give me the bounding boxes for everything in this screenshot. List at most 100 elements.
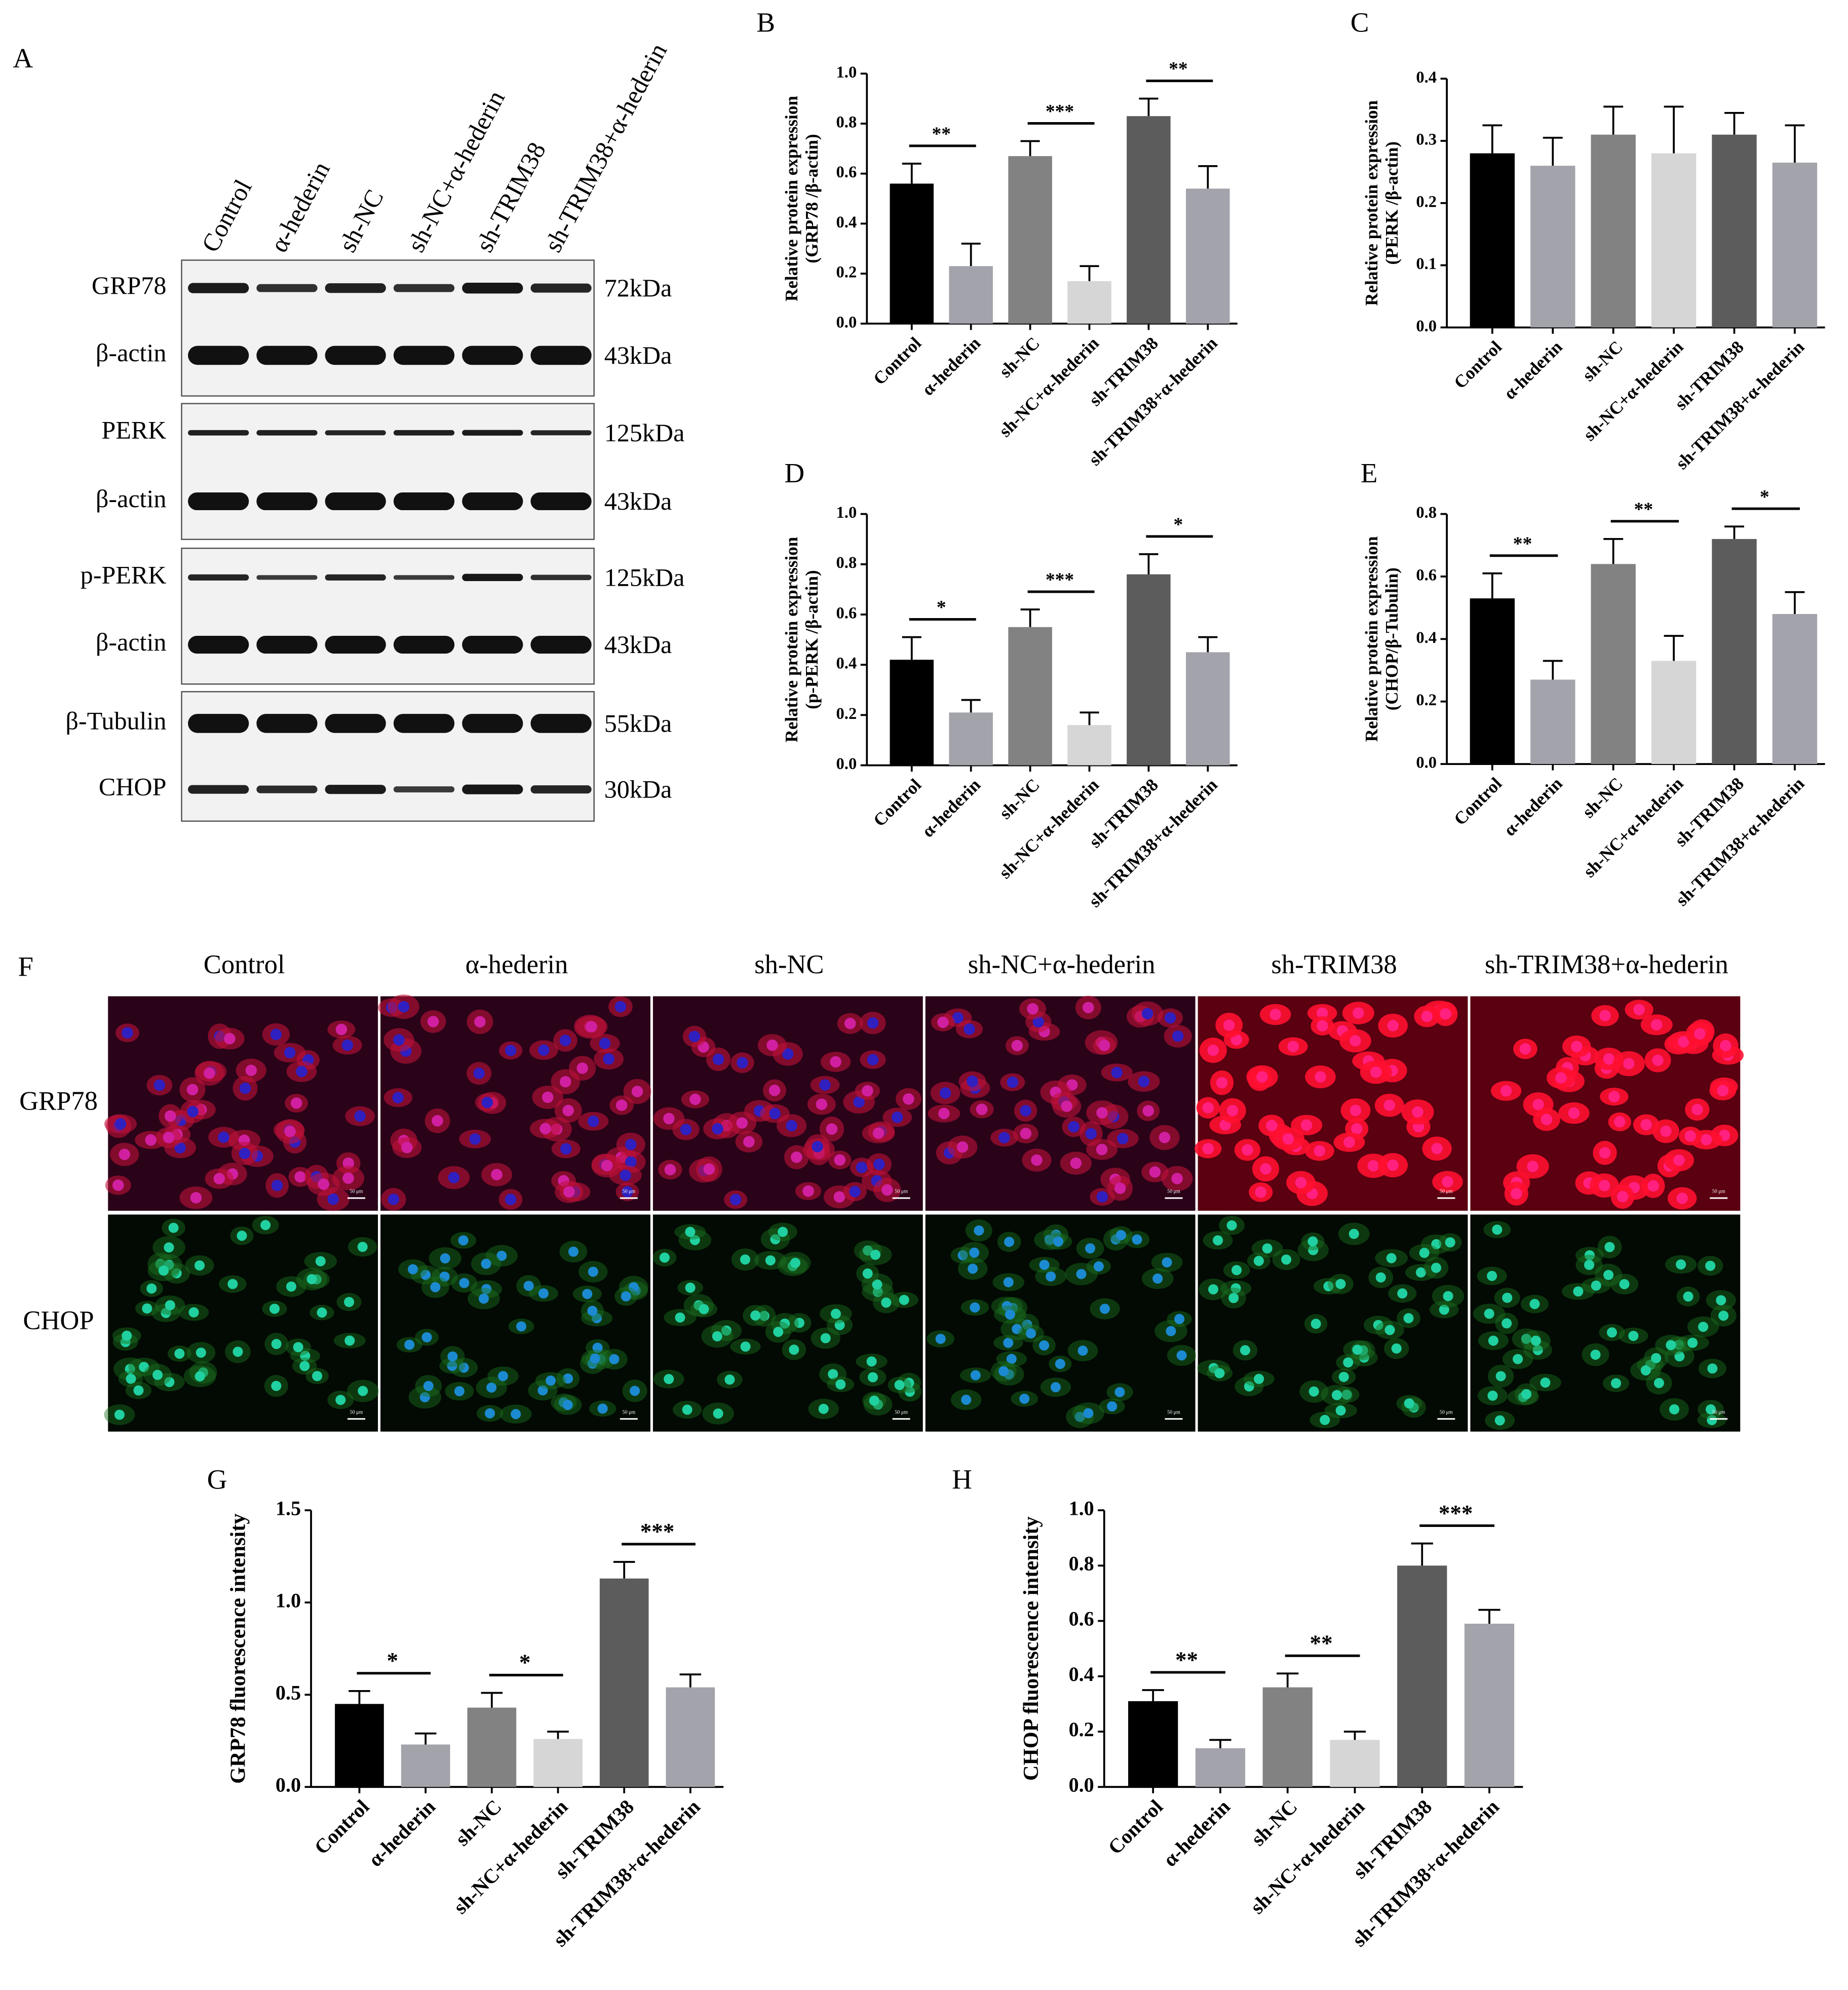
nucleus <box>1061 1100 1072 1112</box>
nucleus <box>1174 1314 1185 1324</box>
y-tick-label: 0.0 <box>276 1773 301 1796</box>
nucleus <box>1370 1066 1382 1078</box>
nucleus <box>881 1184 893 1196</box>
nucleus <box>164 1242 174 1253</box>
blot-band <box>325 785 386 794</box>
nucleus <box>740 1341 751 1352</box>
nucleus <box>663 1113 675 1125</box>
nucleus <box>937 1016 949 1028</box>
y-tick-label: 0.4 <box>1069 1663 1094 1686</box>
y-tick-label: 0.8 <box>836 554 857 572</box>
nucleus <box>523 1281 534 1291</box>
nucleus <box>750 1310 761 1321</box>
nucleus <box>957 1250 968 1260</box>
nucleus <box>546 1375 556 1386</box>
nucleus <box>269 1304 280 1314</box>
nucleus <box>142 1303 152 1314</box>
nucleus <box>164 1110 176 1122</box>
nucleus <box>599 1038 611 1049</box>
nucleus <box>1068 1121 1080 1133</box>
nucleus <box>478 1293 489 1304</box>
nucleus <box>625 1156 637 1168</box>
nucleus <box>1651 1353 1662 1363</box>
nucleus <box>1440 1008 1451 1020</box>
error-bar <box>1664 105 1684 154</box>
y-axis-label: Relative protein expression <box>1362 100 1381 306</box>
nucleus <box>152 1369 163 1380</box>
nucleus <box>218 1131 229 1143</box>
size-label: 55kDa <box>604 709 672 737</box>
nucleus <box>1228 1293 1239 1304</box>
nucleus <box>867 1372 878 1383</box>
blot-band <box>462 346 523 365</box>
nucleus <box>631 1086 643 1097</box>
nucleus <box>587 1306 598 1316</box>
panel-label: B <box>756 7 775 38</box>
nucleus <box>419 1392 430 1402</box>
nucleus <box>1335 1405 1346 1416</box>
nucleus <box>1240 1345 1250 1356</box>
nucleus <box>870 1249 881 1260</box>
panel-label: E <box>1361 457 1378 488</box>
nucleus <box>834 1320 845 1330</box>
nucleus <box>1253 1255 1264 1266</box>
y-tick-label: 1.0 <box>836 504 857 522</box>
nucleus <box>1541 1114 1553 1126</box>
nucleus <box>497 1371 509 1382</box>
nucleus <box>862 1268 873 1279</box>
blot-frame <box>181 403 595 540</box>
nucleus <box>1323 1281 1334 1291</box>
blot-band <box>393 430 455 436</box>
nucleus <box>1443 1291 1453 1302</box>
y-tick-label: 0.0 <box>1416 317 1437 335</box>
nucleus <box>770 1234 781 1245</box>
blot-band <box>325 283 386 293</box>
nucleus <box>1353 1007 1364 1019</box>
column-title: sh-NC+α-hederin <box>968 950 1156 979</box>
nucleus <box>1114 1387 1125 1397</box>
y-axis-label: Relative protein expression <box>1362 536 1381 742</box>
size-label: 72kDa <box>604 274 672 302</box>
size-label: 125kDa <box>604 563 685 591</box>
blot-band <box>393 714 455 733</box>
nucleus <box>1487 1271 1497 1281</box>
scale-bar-label: 50 μm <box>1167 1189 1180 1195</box>
significance-label: * <box>1173 514 1183 535</box>
y-axis-label: (p-PERK /β-actin) <box>802 570 822 709</box>
y-tick-label: 0.4 <box>1416 629 1437 647</box>
nucleus <box>892 1112 903 1123</box>
bar <box>335 1704 384 1787</box>
y-tick-label: 0.6 <box>836 604 857 622</box>
nucleus <box>1403 1313 1414 1323</box>
nucleus <box>1653 1377 1664 1388</box>
error-bar <box>1785 124 1805 163</box>
nucleus <box>582 1289 593 1299</box>
nucleus <box>769 1107 781 1120</box>
nucleus <box>469 1133 481 1145</box>
scale-bar-label: 50 μm <box>350 1189 363 1195</box>
nucleus <box>1492 1224 1503 1235</box>
panel-label: A <box>13 43 33 73</box>
nucleus <box>1716 1295 1726 1306</box>
blot-band <box>530 636 592 654</box>
nucleus <box>1171 1173 1183 1184</box>
nucleus <box>1255 1186 1267 1198</box>
nucleus <box>1529 1298 1540 1309</box>
nucleus <box>294 1171 306 1183</box>
nucleus <box>609 1354 620 1364</box>
bar <box>1330 1740 1380 1787</box>
nucleus <box>145 1134 157 1146</box>
y-tick-label: 1.0 <box>836 63 857 82</box>
nucleus <box>1114 1182 1126 1194</box>
nucleus <box>341 1039 354 1051</box>
blot-band <box>393 786 455 793</box>
nucleus <box>1039 1259 1050 1270</box>
nucleus <box>856 1161 868 1173</box>
blot-band <box>325 430 386 436</box>
error-bar <box>1080 711 1099 725</box>
bar <box>1262 1687 1313 1787</box>
nucleus <box>1419 1248 1430 1258</box>
nucleus <box>1142 1105 1154 1117</box>
bar <box>1651 661 1697 764</box>
nucleus <box>1573 1286 1584 1297</box>
